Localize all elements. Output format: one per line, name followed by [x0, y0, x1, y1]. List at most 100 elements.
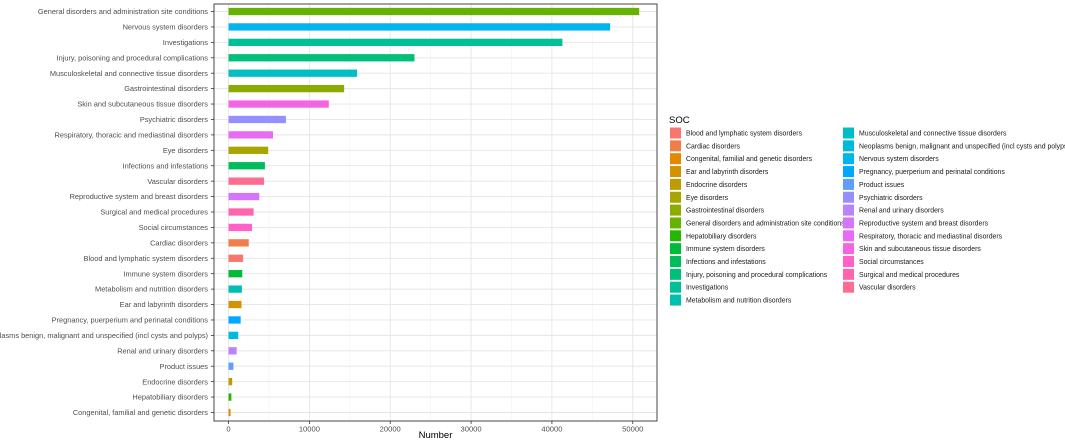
category-label: Injury, poisoning and procedural complic… — [57, 53, 209, 62]
bar — [228, 162, 265, 170]
legend-key — [670, 153, 681, 165]
bar — [228, 84, 345, 93]
legend-label: Infections and infestations — [686, 259, 766, 266]
legend-label: Psychiatric disorders — [859, 195, 923, 202]
legend-key — [843, 230, 854, 242]
legend-key — [670, 191, 681, 203]
legend-label: Nervous system disorders — [859, 156, 939, 163]
category-label: Vascular disorders — [147, 177, 208, 186]
legend-label: Injury, poisoning and procedural complic… — [686, 272, 828, 279]
category-label: General disorders and administration sit… — [38, 7, 208, 16]
plot-panel — [214, 4, 657, 421]
category-label: Psychiatric disorders — [140, 115, 208, 124]
bar — [228, 393, 232, 401]
legend-label: Ear and labyrinth disorders — [686, 169, 769, 176]
legend-key — [843, 243, 854, 255]
legend-label: Metabolism and nutrition disorders — [686, 298, 792, 305]
legend-key — [843, 191, 854, 203]
bar — [228, 208, 254, 216]
legend-key — [843, 217, 854, 229]
legend-key — [843, 127, 854, 139]
legend-key — [670, 140, 681, 152]
bar — [228, 347, 237, 355]
legend-key — [843, 256, 854, 267]
legend-label: Pregnancy, puerperium and perinatal cond… — [859, 169, 1005, 176]
x-axis-ticks: 0 10000 20000 30000 40000 50000 — [226, 421, 643, 434]
bar — [228, 115, 286, 124]
legend-label: Immune system disorders — [686, 246, 765, 253]
bar — [228, 408, 231, 417]
legend-key — [670, 204, 681, 216]
category-label: Skin and subcutaneous tissue disorders — [77, 100, 208, 109]
x-tick-label: 20000 — [380, 425, 401, 434]
legend-items: Blood and lymphatic system disorders Card… — [670, 127, 1065, 306]
bar — [228, 100, 329, 108]
legend-label: Vascular disorders — [859, 285, 916, 292]
bar — [228, 254, 244, 262]
bar — [228, 23, 611, 31]
legend-label: Neoplasms benign, malignant and unspecif… — [859, 143, 1065, 150]
bar — [228, 239, 249, 247]
bars — [228, 7, 640, 417]
bar — [228, 331, 239, 340]
legend-key — [670, 268, 681, 280]
legend-title: SOC — [669, 115, 690, 126]
x-tick-label: 50000 — [622, 425, 643, 434]
legend-label: Social circumstances — [859, 259, 924, 266]
legend-label: Skin and subcutaneous tissue disorders — [859, 246, 981, 253]
bar — [228, 316, 241, 324]
category-label: Congenital, familial and genetic disorde… — [73, 408, 208, 417]
category-label: Nervous system disorders — [123, 23, 209, 32]
bar — [228, 38, 563, 46]
legend-key — [843, 153, 854, 165]
bar — [228, 177, 265, 185]
category-label: Social circumstances — [139, 223, 209, 232]
bar — [228, 223, 252, 232]
x-tick-label: 40000 — [541, 425, 562, 434]
category-label: Infections and infestations — [123, 161, 209, 170]
x-tick-label: 0 — [226, 425, 230, 434]
legend-key — [670, 281, 681, 293]
legend-key — [843, 140, 854, 152]
legend-key — [670, 166, 681, 178]
legend-key — [843, 204, 854, 216]
category-label: Pregnancy, puerperium and perinatal cond… — [52, 316, 209, 325]
x-tick-label: 30000 — [461, 425, 482, 434]
bar — [228, 146, 269, 154]
legend-label: Surgical and medical procedures — [859, 272, 960, 279]
bar — [228, 131, 274, 139]
bar — [228, 300, 242, 309]
bar — [228, 378, 233, 386]
legend-key — [843, 268, 854, 280]
legend-label: Musculoskeletal and connective tissue di… — [859, 131, 1007, 138]
category-label: Ear and labyrinth disorders — [120, 300, 209, 309]
category-label: Endocrine disorders — [142, 377, 208, 386]
plot-border — [213, 3, 658, 422]
legend-label: Hepatobiliary disorders — [686, 233, 757, 240]
legend-label: Reproductive system and breast disorders — [859, 220, 989, 227]
legend-key — [670, 256, 681, 267]
x-tick-label: 10000 — [299, 425, 320, 434]
category-label: Eye disorders — [163, 146, 208, 155]
legend-label: Gastrointestinal disorders — [686, 208, 765, 215]
bar — [228, 7, 640, 16]
bar — [228, 285, 242, 293]
legend-key — [843, 281, 854, 293]
legend-label: Eye disorders — [686, 195, 729, 202]
category-label: Blood and lymphatic system disorders — [84, 254, 209, 263]
legend-label: General disorders and administration sit… — [686, 220, 845, 227]
legend-key — [843, 178, 854, 190]
category-label: Surgical and medical procedures — [100, 208, 208, 217]
category-label: Product issues — [160, 362, 209, 371]
legend-label: Endocrine disorders — [686, 182, 748, 189]
legend-key — [670, 243, 681, 255]
legend-label: Blood and lymphatic system disorders — [686, 131, 803, 138]
category-label: Respiratory, thoracic and mediastinal di… — [55, 130, 209, 139]
legend-label: Product issues — [859, 182, 905, 189]
legend-label: Renal and urinary disorders — [859, 208, 944, 215]
category-label: Neoplasms benign, malignant and unspecif… — [0, 331, 208, 340]
legend-label: Cardiac disorders — [686, 143, 741, 150]
legend-key — [670, 178, 681, 190]
bar — [228, 192, 260, 201]
